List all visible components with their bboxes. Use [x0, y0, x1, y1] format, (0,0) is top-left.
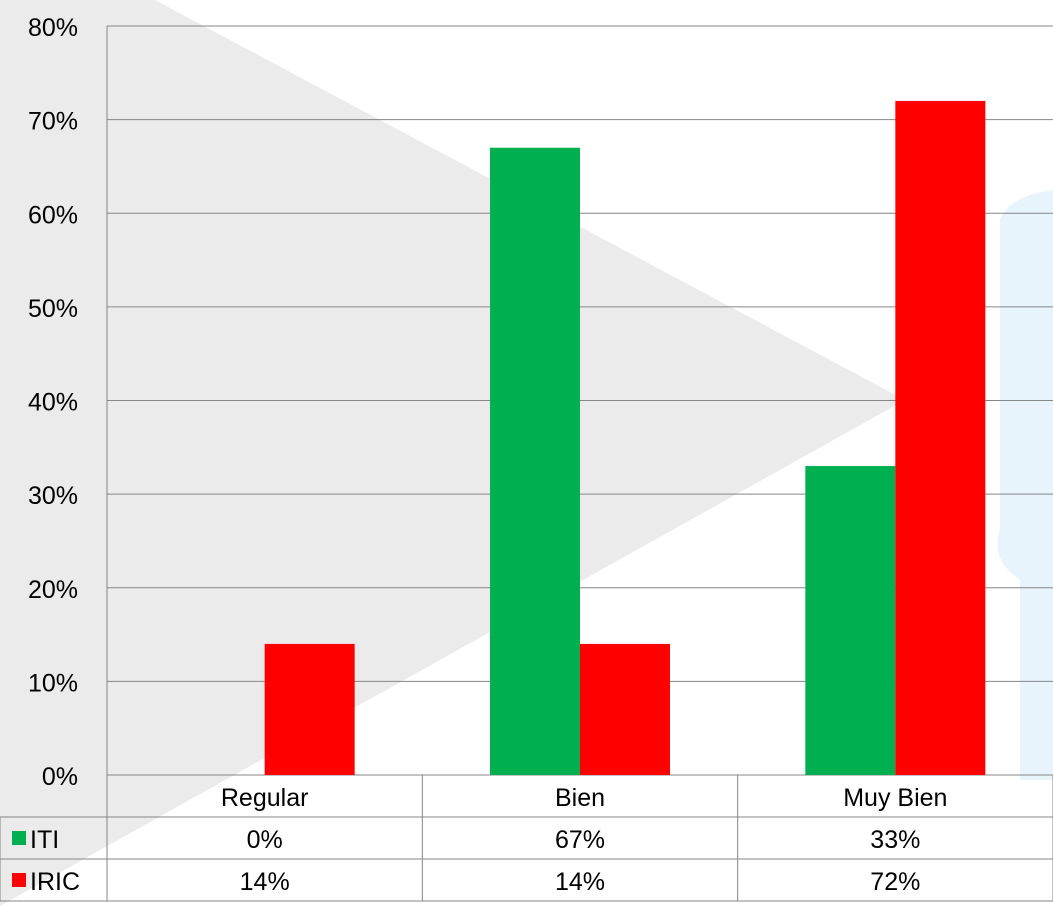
y-tick-label: 50%	[28, 295, 78, 323]
bar-iric-muy-bien	[895, 101, 985, 775]
legend-key-iti	[12, 831, 26, 845]
y-tick-label: 60%	[28, 201, 78, 229]
y-tick-label: 70%	[28, 108, 78, 136]
bar-iti-bien	[490, 148, 580, 775]
x-tick-label: Muy Bien	[843, 784, 947, 812]
y-tick-label: 30%	[28, 482, 78, 510]
y-axis-tick-labels: 0% 10% 20% 30% 40% 50% 60% 70% 80%	[28, 14, 78, 791]
legend-label-iric: IRIC	[30, 868, 80, 896]
y-tick-label: 0%	[42, 763, 78, 791]
y-tick-label: 20%	[28, 576, 78, 604]
bar-iric-regular	[265, 644, 355, 775]
data-label: 0%	[247, 826, 283, 854]
bar-iric-bien	[580, 644, 670, 775]
x-tick-label: Regular	[221, 784, 309, 812]
data-label: 72%	[870, 868, 920, 896]
y-tick-label: 80%	[28, 14, 78, 42]
legend-label-iti: ITI	[30, 826, 59, 854]
bar-iti-muy-bien	[805, 466, 895, 775]
background-triangle-shape	[0, 0, 905, 906]
y-tick-label: 40%	[28, 389, 78, 417]
data-label: 67%	[555, 826, 605, 854]
data-label: 14%	[555, 868, 605, 896]
y-tick-label: 10%	[28, 669, 78, 697]
legend-key-iric	[12, 873, 26, 887]
x-tick-label: Bien	[555, 784, 605, 812]
data-label: 33%	[870, 826, 920, 854]
data-label: 14%	[240, 868, 290, 896]
background-watermark-shape	[998, 190, 1053, 780]
